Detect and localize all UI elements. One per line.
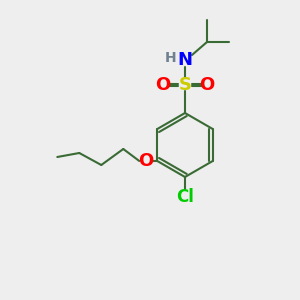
Text: O: O [155,76,171,94]
Text: Cl: Cl [176,188,194,206]
Text: S: S [178,76,191,94]
Text: H: H [165,51,177,65]
Text: O: O [138,152,153,170]
Text: N: N [178,51,193,69]
Text: O: O [200,76,214,94]
